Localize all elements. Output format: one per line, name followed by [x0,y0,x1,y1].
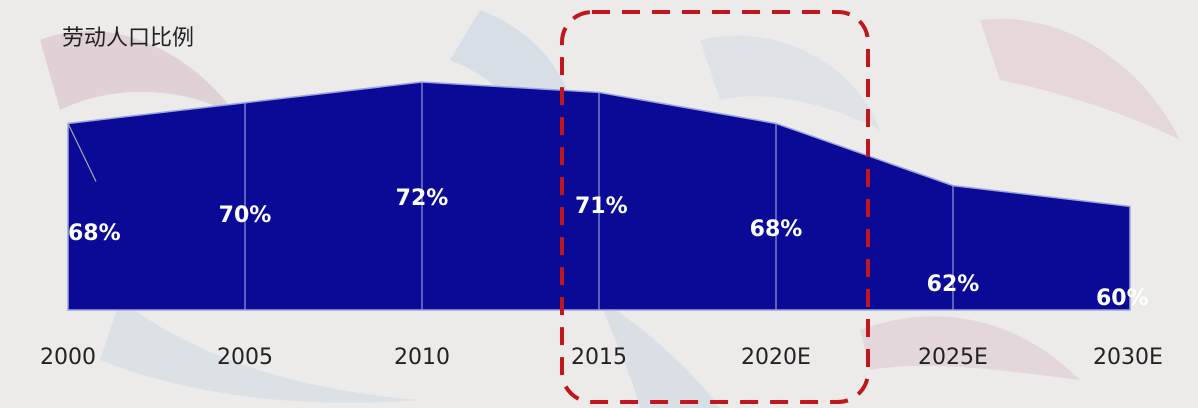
x-tick-label: 2000 [40,345,96,370]
x-tick-label: 2020E [741,345,811,370]
data-label: 72% [396,186,449,211]
leader-line [67,123,97,182]
data-label: 71% [575,194,628,219]
data-label: 68% [750,217,803,242]
highlight-box [560,10,870,404]
x-tick-label: 2025E [918,345,988,370]
x-tick-label: 2005 [217,345,273,370]
chart-title: 劳动人口比例 [62,26,195,51]
x-tick-label: 2015 [571,345,627,370]
data-label: 60% [1096,286,1149,311]
x-tick-label: 2010 [394,345,450,370]
data-label: 70% [219,203,272,228]
data-label: 68% [68,221,121,246]
data-label: 62% [927,272,980,297]
x-tick-label: 2030E [1093,345,1163,370]
